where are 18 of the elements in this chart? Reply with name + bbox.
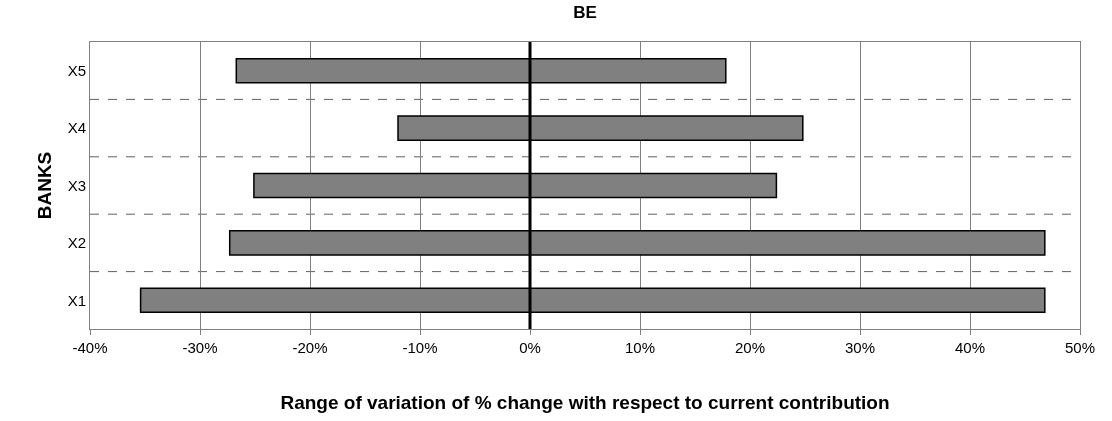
x-tick-label: 0% [519, 339, 541, 356]
x-tick-label: 10% [624, 339, 656, 356]
x-tick-label: -20% [292, 339, 328, 356]
y-tick-label: X5 [67, 61, 86, 79]
y-tick-label: X3 [67, 176, 86, 194]
x-tick-label: 30% [844, 339, 876, 356]
y-tick-label: X4 [67, 119, 86, 137]
x-tick-label: 20% [734, 339, 766, 356]
y-tick-label: X1 [67, 291, 86, 309]
x-axis-title: Range of variation of % change with respect to current contribution [280, 391, 890, 413]
x-tick-label: -30% [182, 339, 218, 356]
chart-title: BE [573, 3, 597, 23]
x-tick-label: -10% [402, 339, 438, 356]
y-axis-title: BANKS [34, 151, 56, 220]
x-tick-label: -40% [72, 339, 108, 356]
y-tick-label: X2 [67, 234, 86, 252]
x-tick-label: 40% [954, 339, 986, 356]
x-tick-label: 50% [1064, 339, 1096, 356]
